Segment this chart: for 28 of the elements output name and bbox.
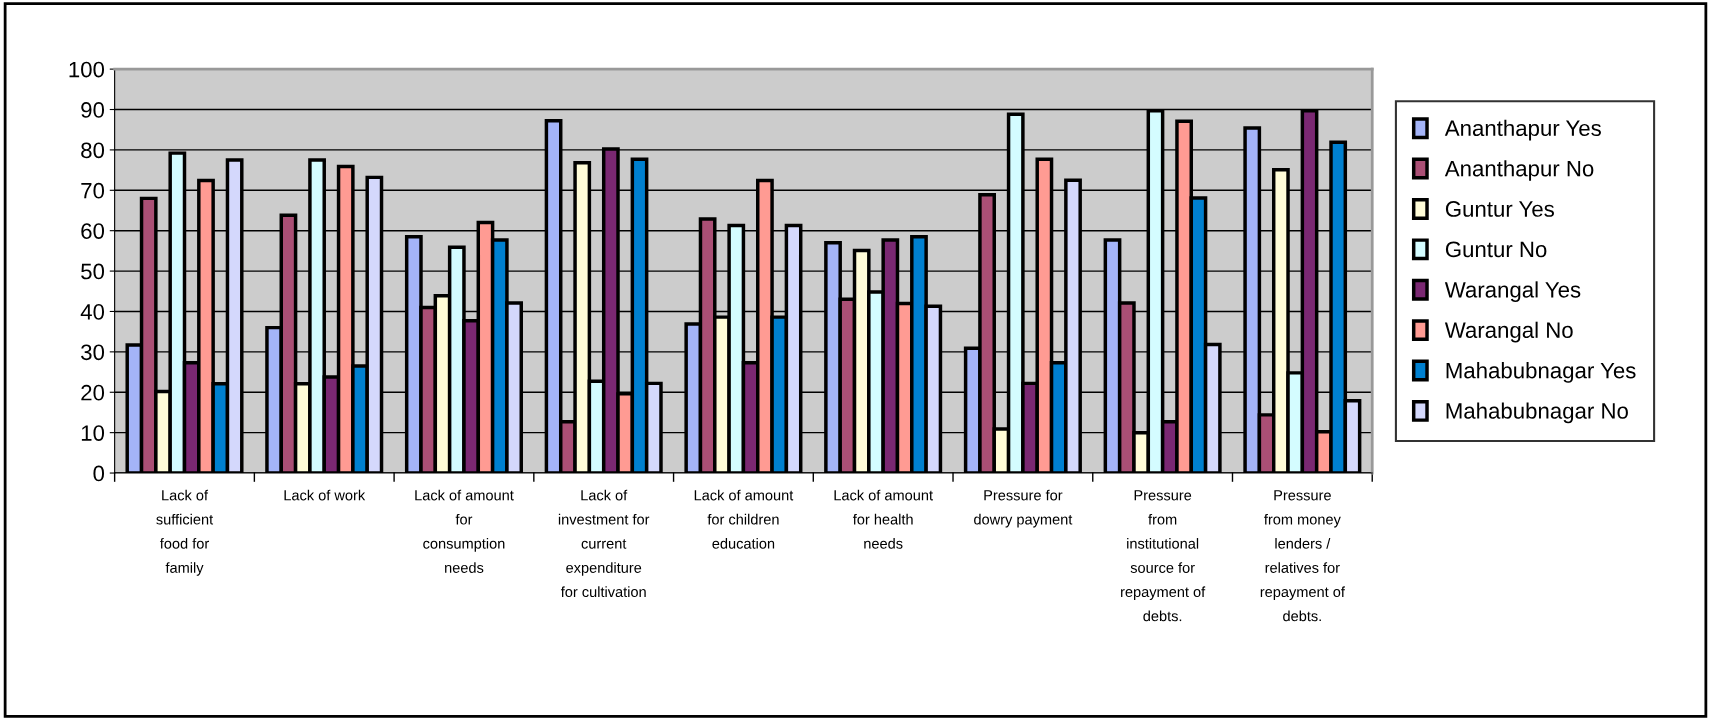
- x-tick-label: Lack of amount for consumption needs: [415, 489, 514, 573]
- x-tick-label: Lack of amount for children education: [694, 489, 794, 549]
- legend-label: Guntur Yes: [1445, 201, 1554, 217]
- x-tick-label: Lack of sufficient food for family: [156, 489, 214, 576]
- x-tick-label: Pressure from institutional source for repayment of debts.: [1121, 490, 1206, 622]
- y-tick-label: 100: [69, 61, 105, 78]
- legend-label: Ananthapur Yes: [1444, 119, 1601, 141]
- legend-label: Mahabubnagar No: [1446, 402, 1628, 424]
- x-tick-label: Lack of investment for current expenditure for cultivation: [558, 489, 650, 598]
- legend-label: Mahabubnagar Yes: [1446, 362, 1636, 383]
- y-tick-label: 10: [81, 425, 105, 441]
- y-tick-label: 90: [81, 102, 105, 118]
- legend-label: Warangal No: [1444, 321, 1573, 343]
- y-tick-label: 0: [93, 465, 105, 482]
- y-tick-label: 80: [81, 142, 105, 159]
- y-tick-label: 20: [81, 384, 105, 401]
- x-tick-label: Pressure from money lenders / relatives for repayment of debts.: [1260, 490, 1345, 622]
- y-tick-label: 70: [81, 182, 105, 199]
- y-tick-label: 60: [81, 223, 105, 239]
- y-tick-label: 30: [81, 344, 105, 361]
- legend-label: Ananthapur No: [1444, 160, 1594, 181]
- y-tick-label: 50: [81, 263, 105, 280]
- legend-label: Warangal Yes: [1444, 281, 1581, 303]
- x-tick-label: Pressure for dowry payment: [974, 489, 1073, 528]
- legend-label: Guntur No: [1445, 241, 1547, 258]
- x-tick-label: Lack of amount for health needs: [834, 489, 933, 549]
- y-tick-label: 40: [80, 304, 105, 320]
- x-tick-label: Lack of work: [284, 489, 366, 501]
